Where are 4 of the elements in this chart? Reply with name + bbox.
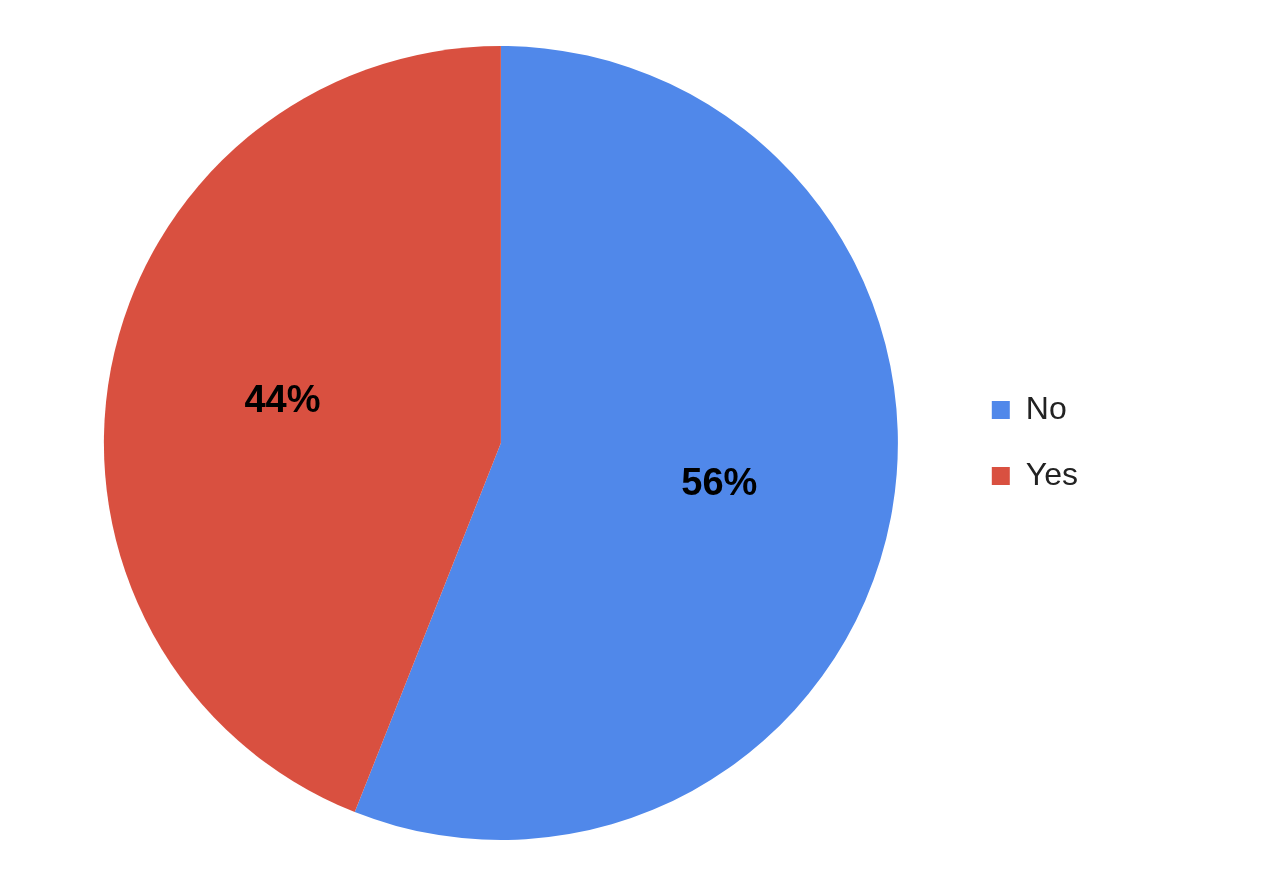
data-label: 56% xyxy=(681,461,758,504)
data-label: 44% xyxy=(244,377,321,420)
legend-label: No xyxy=(1025,389,1067,426)
legend-label: Yes xyxy=(1025,455,1078,492)
